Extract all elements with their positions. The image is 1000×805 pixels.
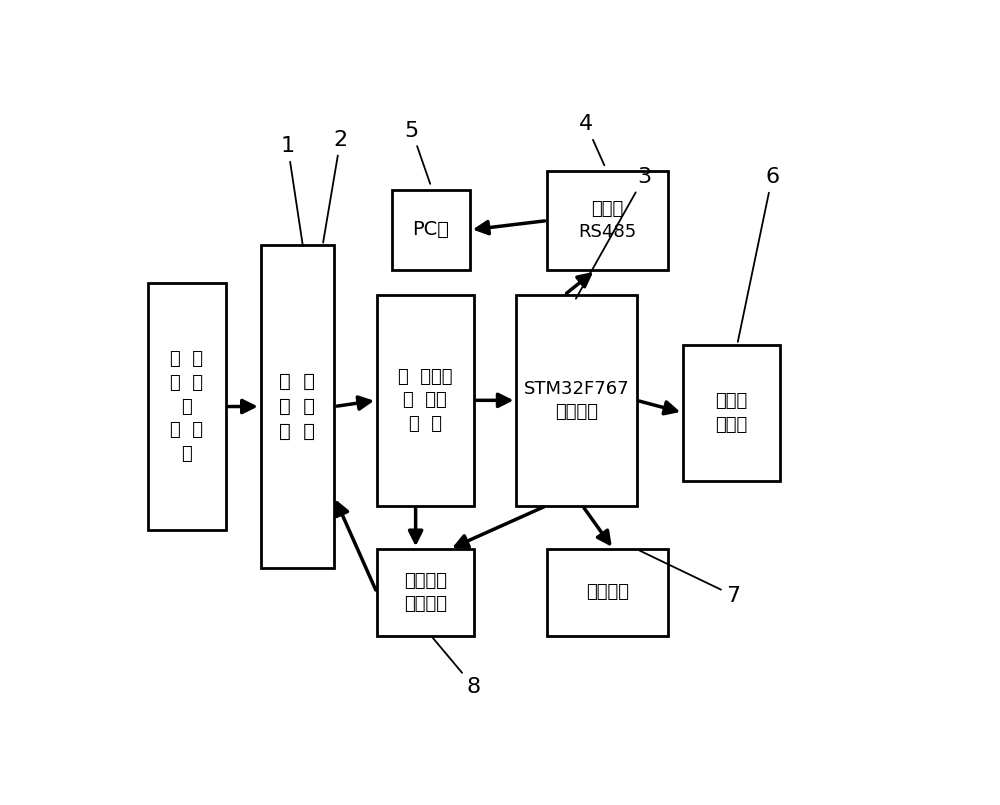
Bar [683,345,780,481]
Text: 以太网
RS485: 以太网 RS485 [578,200,637,241]
Text: 信  号
调  理
模  块: 信 号 调 理 模 块 [279,372,315,441]
Text: 4: 4 [579,114,604,165]
Bar [547,171,668,270]
Text: 人机交
互模块: 人机交 互模块 [715,392,748,434]
Text: 7: 7 [639,551,740,605]
Text: 闪存芯片: 闪存芯片 [586,584,629,601]
Text: 2: 2 [323,130,348,242]
Bar [261,246,334,568]
Text: STM32F767
处理芯片: STM32F767 处理芯片 [524,379,629,421]
Text: 5: 5 [405,121,430,184]
Text: 信  号采样
与  处理
模  块: 信 号采样 与 处理 模 块 [398,368,453,433]
Text: 6: 6 [738,167,779,342]
Text: 1: 1 [281,136,303,246]
Bar [377,549,474,636]
Text: 3: 3 [576,167,651,299]
Bar [516,295,637,506]
Text: 电压控制
信号模块: 电压控制 信号模块 [404,572,447,613]
Bar [377,295,474,506]
Text: PC机: PC机 [413,221,450,239]
Text: 8: 8 [433,638,481,696]
Bar [148,283,226,530]
Bar [547,549,668,636]
Bar [392,189,470,270]
Text: 电  磁
声  超
波
回  信
号: 电 磁 声 超 波 回 信 号 [170,350,204,463]
